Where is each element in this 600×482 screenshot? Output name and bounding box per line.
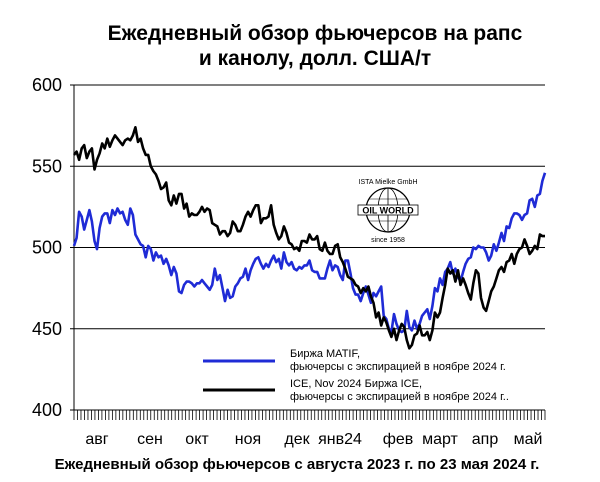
y-tick-label: 600 <box>32 75 62 95</box>
y-tick-label: 500 <box>32 238 62 258</box>
series-line-ice <box>72 126 545 350</box>
x-month-label: март <box>422 431 458 448</box>
x-month-label: окт <box>185 431 209 448</box>
x-month-label: сен <box>137 431 163 448</box>
x-month-label: янв24 <box>318 431 362 448</box>
y-axis: 600 550 500 450 400 <box>32 75 62 420</box>
chart-title-line2: и канолу, долл. США/т <box>199 47 431 70</box>
x-month-label: авг <box>85 431 108 448</box>
oil-world-logo: OIL WORLD ISTA Mielke GmbH since 1958 <box>357 179 419 244</box>
x-axis: авг сен окт ноя дек янв24 фев март апр май <box>73 410 546 448</box>
legend-label-matif-line1: Биржа MATIF, <box>290 348 360 360</box>
legend-label-ice-line2: фьючерсы с экспирацией в ноябре 2024 г.. <box>290 391 509 403</box>
y-tick-label: 450 <box>32 319 62 339</box>
series-lines <box>72 126 547 350</box>
x-month-label: апр <box>472 431 499 448</box>
x-month-label: май <box>514 431 543 448</box>
legend-label-matif-line2: фьючерсы с экспирацией в ноябре 2024 г. <box>290 361 506 373</box>
x-month-label: фев <box>383 431 414 448</box>
logo-bottom-text: since 1958 <box>371 237 405 244</box>
y-tick-label: 550 <box>32 156 62 176</box>
logo-middle-text: OIL WORLD <box>362 206 414 216</box>
chart-footer: Ежедневный обзор фьючерсов с августа 202… <box>55 456 540 473</box>
legend: Биржа MATIF, фьючерсы с экспирацией в но… <box>203 348 509 403</box>
x-month-label: дек <box>284 431 310 448</box>
chart-title-line1: Ежедневный обзор фьючерсов на рапс <box>108 22 523 45</box>
y-tick-label: 400 <box>32 400 62 420</box>
series-line-matif <box>72 172 547 334</box>
logo-top-text: ISTA Mielke GmbH <box>359 179 418 186</box>
x-month-label: ноя <box>235 431 261 448</box>
legend-label-ice-line1: ICE, Nov 2024 Биржа ICE, <box>290 378 422 390</box>
